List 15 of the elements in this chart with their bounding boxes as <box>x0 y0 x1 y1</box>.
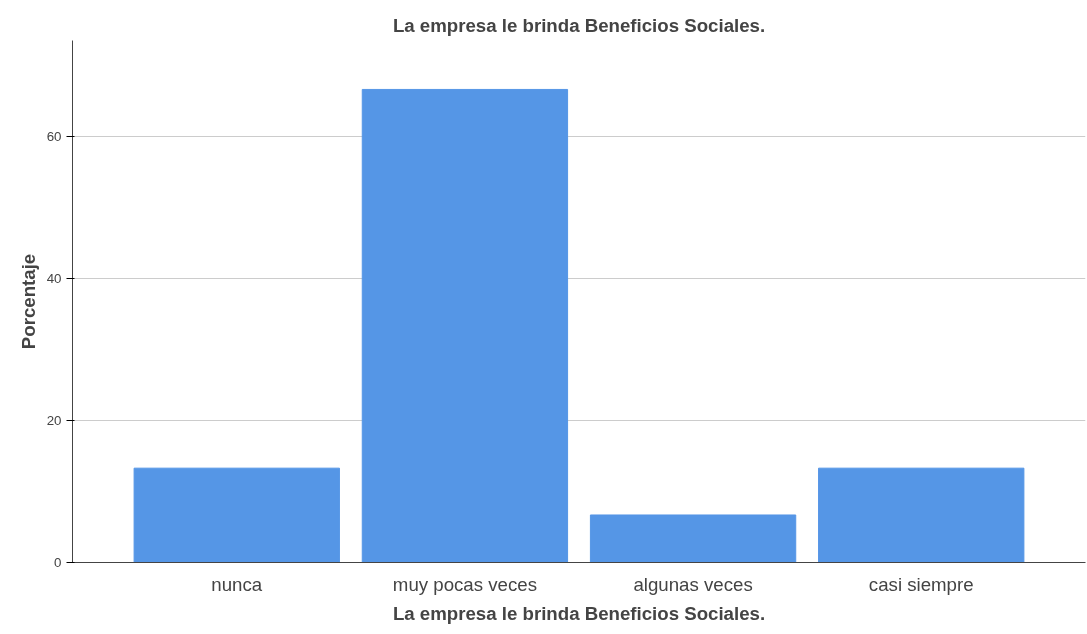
y-axis-title: Porcentaje <box>17 253 39 350</box>
x-tick-label: algunas veces <box>633 573 753 595</box>
bar <box>133 467 340 563</box>
bar <box>818 467 1025 563</box>
x-tick-label: nunca <box>211 573 263 595</box>
y-tick-label: 20 <box>46 413 62 429</box>
y-tick-label: 0 <box>54 555 62 570</box>
y-tick-label: 60 <box>46 129 62 145</box>
chart-title: La empresa le brinda Beneficios Sociales. <box>392 14 766 36</box>
bar <box>589 514 797 563</box>
x-axis-title: La empresa le brinda Beneficios Sociales. <box>392 602 766 624</box>
x-tick-label: casi siempre <box>868 573 974 595</box>
y-tick-label: 40 <box>46 271 62 287</box>
bar <box>361 88 569 563</box>
x-tick-label: muy pocas veces <box>392 573 537 595</box>
